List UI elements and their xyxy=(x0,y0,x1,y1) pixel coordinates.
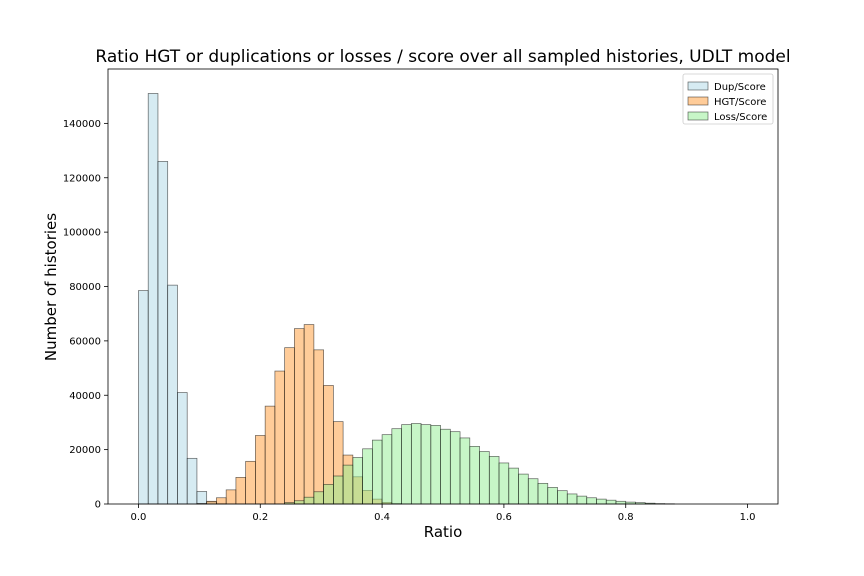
histogram-bar xyxy=(294,500,305,505)
x-axis-label: Ratio xyxy=(424,523,463,541)
chart-title: Ratio HGT or duplications or losses / sc… xyxy=(95,47,790,67)
legend: Dup/Score HGT/Score Loss/Score xyxy=(682,73,774,125)
histogram-bar xyxy=(557,490,568,505)
histogram-bar xyxy=(479,451,490,505)
histogram-bar xyxy=(527,478,539,505)
histogram-bar xyxy=(255,435,266,505)
y-axis: 0 20000 40000 60000 80000 100000 120000 140000 xyxy=(63,119,108,511)
histogram-bar xyxy=(235,477,247,505)
histogram-bar xyxy=(381,434,393,505)
histogram-bar xyxy=(186,457,198,505)
histogram-bar xyxy=(459,437,471,505)
histogram-bar xyxy=(177,392,188,505)
histogram-bar xyxy=(264,405,276,505)
histogram-bar xyxy=(566,493,578,505)
histogram-bar xyxy=(138,290,149,505)
histogram-bar xyxy=(352,457,363,505)
histogram-bar xyxy=(294,328,305,505)
histogram-bar xyxy=(372,439,383,505)
histogram-bar xyxy=(284,347,295,505)
x-tick-label: 0.0 xyxy=(131,512,147,523)
y-tick-label: 100000 xyxy=(63,228,101,239)
histogram-bar xyxy=(605,499,617,505)
x-tick-label: 0.8 xyxy=(618,512,634,523)
histogram-bar xyxy=(196,491,208,505)
x-axis: 0.0 0.2 0.4 0.6 0.8 1.0 xyxy=(131,504,756,523)
legend-swatch xyxy=(687,96,709,106)
histogram-bar xyxy=(615,500,627,505)
x-tick-label: 0.2 xyxy=(252,512,268,523)
y-tick-label: 60000 xyxy=(69,336,101,347)
histogram-bar xyxy=(206,500,217,505)
histogram-bar xyxy=(303,324,315,505)
histogram-bar xyxy=(547,487,558,505)
bars-layer xyxy=(138,93,675,505)
histogram-bar xyxy=(157,161,169,505)
histogram-bar xyxy=(498,462,510,505)
histogram-bar xyxy=(245,460,256,505)
y-tick-label: 120000 xyxy=(63,173,101,184)
histogram-bar xyxy=(323,484,334,505)
histogram-bar xyxy=(225,489,237,505)
histogram-bar xyxy=(216,497,227,505)
legend-swatch xyxy=(687,81,709,91)
x-tick-label: 1.0 xyxy=(740,512,756,523)
histogram-bar xyxy=(274,370,285,505)
histogram-bar xyxy=(596,498,607,505)
histogram-bar xyxy=(420,424,432,505)
histogram-bar xyxy=(537,482,549,505)
histogram-bar xyxy=(333,475,344,505)
histogram-bar xyxy=(488,456,500,505)
histogram-bar xyxy=(440,428,451,505)
histogram-bar xyxy=(449,431,461,505)
y-tick-label: 80000 xyxy=(69,282,101,293)
legend-label: Dup/Score xyxy=(714,82,766,93)
histogram-bar xyxy=(362,448,373,505)
histogram-bar xyxy=(401,424,412,505)
legend-swatch xyxy=(687,111,709,121)
legend-label: Loss/Score xyxy=(714,112,767,123)
histogram-bar xyxy=(313,491,324,505)
histogram-bar xyxy=(518,473,529,505)
histogram-bar xyxy=(469,446,480,505)
histogram-bar xyxy=(303,496,315,505)
histogram-bar xyxy=(313,349,324,505)
histogram-bar xyxy=(410,423,422,505)
histogram-bar xyxy=(508,467,519,505)
legend-label: HGT/Score xyxy=(714,97,766,108)
histogram-bar xyxy=(342,464,354,505)
y-tick-label: 0 xyxy=(95,500,101,511)
y-tick-label: 40000 xyxy=(69,391,101,402)
histogram-bar xyxy=(167,284,178,505)
histogram-bar xyxy=(430,425,441,505)
y-axis-label: Number of histories xyxy=(42,213,60,361)
x-tick-label: 0.4 xyxy=(374,512,390,523)
histogram-bar xyxy=(147,93,159,505)
histogram-bar xyxy=(586,497,597,505)
y-tick-label: 20000 xyxy=(69,445,101,456)
histogram-bar xyxy=(391,428,402,505)
histogram-bar xyxy=(576,495,588,505)
y-tick-label: 140000 xyxy=(63,119,101,130)
x-tick-label: 0.6 xyxy=(496,512,512,523)
